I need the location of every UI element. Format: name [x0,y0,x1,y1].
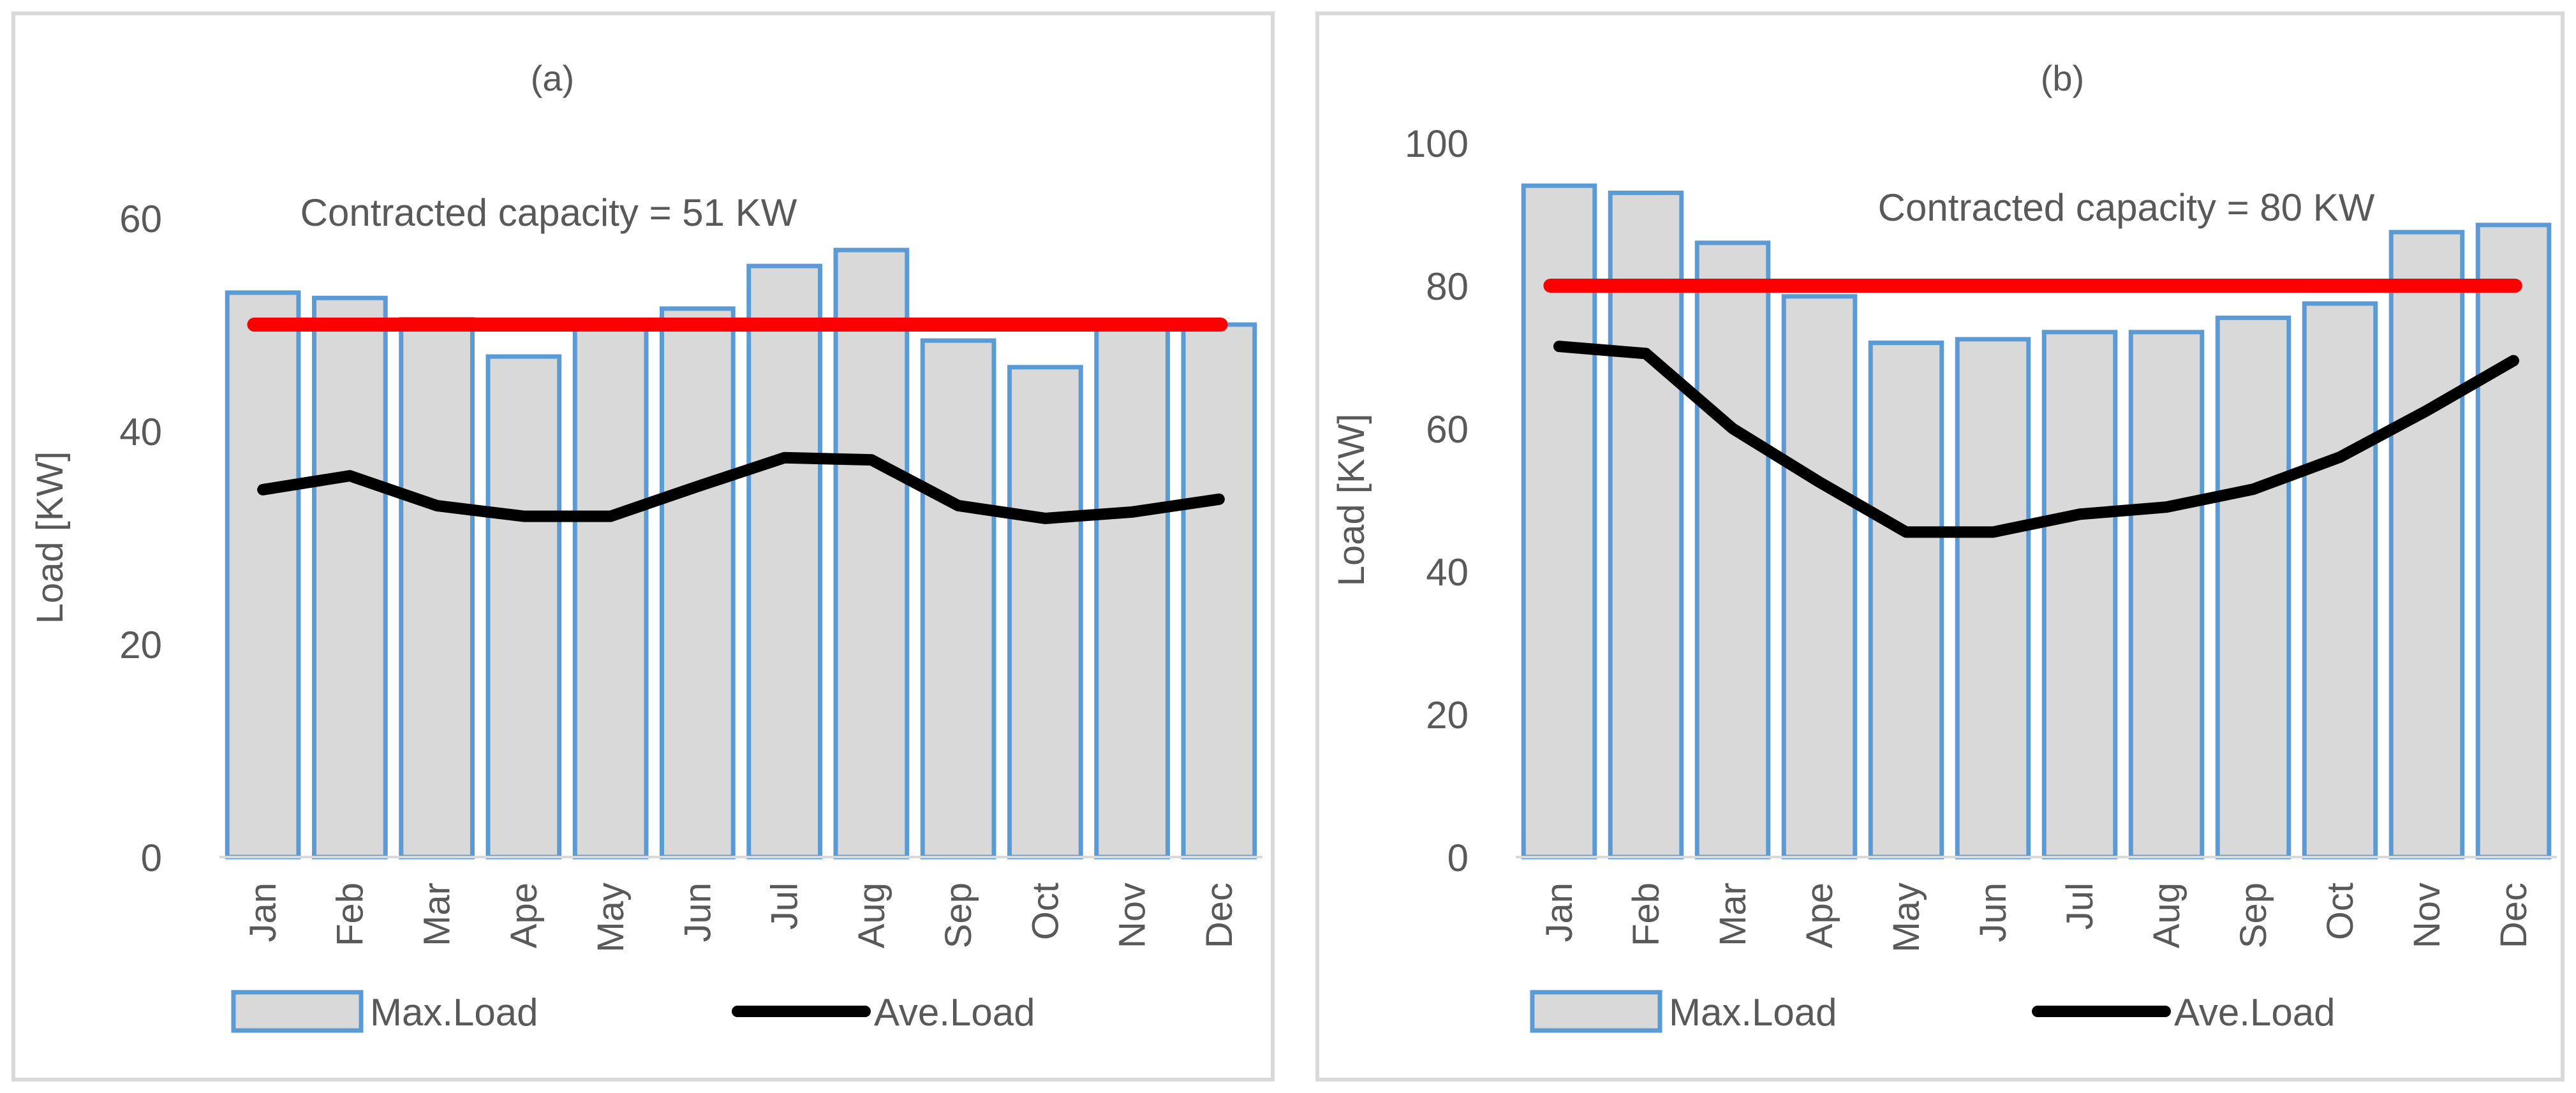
chart-a-annotation: Contracted capacity = 51 KW [300,191,797,234]
chart-a-y-tick-label: 0 [141,837,162,879]
chart-b-bar-ape [1781,294,1858,860]
chart-b-x-tick-label: Mar [1712,883,1754,946]
chart-a-y-tick-label: 40 [119,411,162,453]
chart-b-y-tick-label: 60 [1426,408,1469,451]
chart-b-y-axis-label: Load [KW] [1331,414,1372,587]
chart-b-x-tick-label: Jan [1539,883,1580,943]
chart-a-x-tick-label: Ape [503,883,545,948]
chart-b-bar-may [1868,341,1944,860]
chart-a-line-ave-load [257,451,1225,524]
chart-b-x-tick-label: Jun [1973,883,2014,943]
chart-b-y-tick-label: 20 [1426,694,1469,737]
chart-a-legend-label-ave-load: Ave.Load [874,991,1035,1034]
chart-a-bar-jul [746,263,822,860]
chart-b-legend-swatch-max-load [1530,990,1662,1033]
chart-a-bar-aug [833,247,910,860]
chart-b-bar-nov [2388,230,2465,860]
chart-a-x-tick-label: Sep [938,883,979,948]
chart-a-x-tick-label: Jul [764,883,806,930]
chart-b-annotation: Contracted capacity = 80 KW [1878,186,2375,229]
chart-b-bar-mar [1694,240,1771,860]
chart-a-bar-may [572,322,649,860]
chart-a-bar-sep [920,338,996,860]
chart-a-x-tick-label: Mar [417,883,458,946]
chart-a-y-axis-label: Load [KW] [29,451,71,624]
chart-b-x-tick-label: Aug [2146,883,2187,948]
chart-b-x-tick-label: Jul [2059,883,2101,930]
chart-b-bar-sep [2215,315,2291,860]
chart-b-x-tick-label: Nov [2406,883,2448,948]
chart-b-bar-oct [2302,301,2378,860]
chart-a-bar-jun [660,306,736,860]
chart-b-x-tick-label: Ape [1799,883,1840,948]
chart-b-x-tick-label: May [1886,883,1927,953]
chart-a-x-tick-label: May [590,883,632,953]
chart-a-y-tick-label: 20 [119,624,162,666]
chart-a-bar-mar [399,317,475,860]
chart-b-bar-jan [1521,183,1597,860]
chart-b-bar-dec [2475,223,2552,860]
chart-b-y-tick-label: 80 [1426,265,1469,308]
chart-b-x-tick-label: Sep [2233,883,2274,948]
chart-b-title: (b) [2041,58,2084,98]
chart-a-bar-nov [1094,322,1170,860]
chart-a-bar-feb [312,295,388,860]
chart-b-bar-aug [2128,330,2205,860]
chart-b-y-tick-label: 40 [1426,551,1469,594]
chart-a-bar-oct [1007,365,1083,860]
chart-a-bar-ape [485,354,562,860]
chart-a-y-tick-label: 60 [119,198,162,240]
chart-a-x-tick-label: Aug [851,883,892,948]
chart-b-x-tick-label: Dec [2493,883,2535,948]
chart-b-legend-label-ave-load: Ave.Load [2174,991,2335,1034]
chart-a-x-tick-label: Dec [1199,883,1240,948]
chart-b-x-tick-label: Oct [2320,883,2361,940]
chart-b-svg: (b) Load [KW] 0 20 40 60 80 100 Jan Feb Mar Ape May J… [1331,58,2557,1034]
chart-a-x-tick-label: Nov [1112,883,1153,948]
chart-a-svg: (a) Load [KW] 0 20 40 60 Jan Feb Mar Ape May Jun Jul… [29,58,1262,1034]
chart-a-x-tick-label: Feb [329,883,371,946]
chart-panel-a: (a) Load [KW] 0 20 40 60 Jan Feb Mar Ape May Jun Jul… [11,11,1275,1082]
chart-a-title: (a) [531,58,574,98]
chart-a-x-tick-label: Jun [677,883,718,943]
chart-a-x-tick-label: Oct [1025,883,1066,940]
chart-b-bar-jul [2041,330,2118,860]
chart-b-y-tick-label: 0 [1447,837,1469,879]
chart-a-legend-label-max-load: Max.Load [370,991,538,1034]
chart-panel-b: (b) Load [KW] 0 20 40 60 80 100 Jan Feb Mar Ape May J… [1315,11,2565,1082]
chart-b-legend-label-max-load: Max.Load [1669,991,1837,1034]
chart-a-legend-swatch-max-load [231,990,364,1033]
chart-b-line-ave-load [1553,341,2519,538]
chart-a-bar-dec [1181,322,1257,860]
chart-b-x-tick-label: Feb [1625,883,1667,946]
chart-b-y-tick-label: 100 [1405,122,1469,165]
chart-a-bar-jan [225,290,301,860]
chart-a-x-tick-label: Jan [242,883,284,943]
chart-b-bar-jun [1955,337,2031,860]
